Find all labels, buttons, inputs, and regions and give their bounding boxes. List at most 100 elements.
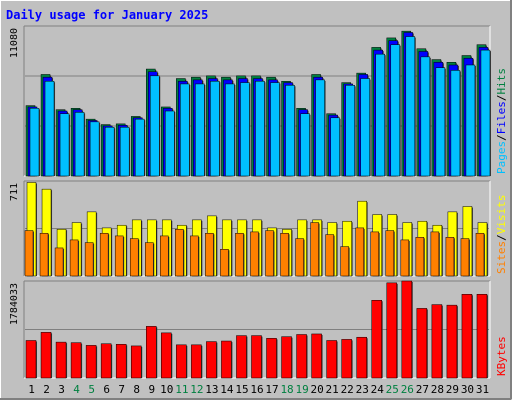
- bar-sites-day-16: [250, 231, 259, 277]
- bar-kbytes-day-20: [311, 333, 322, 379]
- x-tick-label-day-28: 28: [431, 383, 444, 396]
- bar-kbytes-day-17: [266, 338, 277, 379]
- x-tick-label-day-21: 21: [326, 383, 339, 396]
- bar-kbytes-day-2: [40, 332, 52, 379]
- x-tick-label-day-27: 27: [416, 383, 429, 396]
- x-tick-label-day-29: 29: [446, 383, 459, 396]
- x-tick-label-day-1: 1: [28, 383, 35, 396]
- bar-sites-day-13: [205, 232, 214, 277]
- legend-separator: /: [495, 234, 508, 241]
- bar-kbytes-day-11: [176, 344, 187, 379]
- bar-sites-day-4: [69, 239, 79, 277]
- bar-kbytes-day-21: [326, 340, 337, 379]
- bar-kbytes-day-22: [341, 339, 352, 379]
- x-tick-label-day-14: 14: [220, 383, 234, 396]
- bar-pages-day-29: [450, 70, 461, 177]
- bar-pages-day-27: [420, 56, 431, 177]
- bar-pages-day-7: [119, 127, 130, 177]
- bar-sites-day-20: [310, 222, 319, 277]
- bar-pages-day-23: [360, 78, 370, 177]
- bar-kbytes-day-13: [206, 341, 217, 379]
- bar-pages-day-10: [165, 110, 175, 177]
- bar-pages-day-11: [180, 83, 190, 177]
- bar-kbytes-day-15: [236, 335, 247, 379]
- bar-kbytes-day-26: [401, 280, 413, 379]
- bar-kbytes-day-4: [70, 342, 82, 379]
- bar-sites-day-17: [265, 230, 274, 277]
- x-tick-label-day-13: 13: [205, 383, 218, 396]
- x-tick-label-day-6: 6: [103, 383, 110, 396]
- bar-sites-day-24: [370, 231, 379, 277]
- x-tick-label-day-23: 23: [356, 383, 369, 396]
- bar-pages-day-12: [195, 83, 205, 177]
- bar-sites-day-23: [355, 227, 364, 277]
- bar-sites-day-21: [325, 234, 334, 277]
- bar-pages-day-17: [270, 82, 280, 177]
- bar-pages-day-25: [390, 44, 401, 177]
- x-tick-label-day-25: 25: [386, 383, 399, 396]
- bar-sites-day-27: [415, 237, 425, 277]
- legend-item-sites: Sites: [495, 241, 508, 274]
- bar-sites-day-25: [385, 230, 395, 277]
- bar-pages-day-31: [480, 49, 491, 177]
- bar-sites-day-9: [145, 242, 154, 277]
- bar-sites-day-28: [430, 231, 440, 277]
- bar-kbytes-day-19: [296, 334, 307, 379]
- bar-kbytes-day-14: [221, 340, 232, 379]
- bar-pages-day-20: [315, 79, 325, 177]
- bar-pages-day-28: [435, 67, 446, 177]
- x-tick-label-day-2: 2: [43, 383, 50, 396]
- legend-item-files: Files: [495, 101, 508, 134]
- bar-kbytes-day-5: [85, 345, 97, 379]
- bar-sites-day-22: [340, 246, 349, 277]
- x-tick-label-day-15: 15: [235, 383, 248, 396]
- bar-kbytes-day-8: [130, 345, 142, 379]
- bar-pages-day-26: [405, 36, 416, 177]
- bar-kbytes-day-25: [386, 282, 398, 379]
- bar-pages-day-18: [285, 85, 295, 177]
- bar-pages-day-22: [345, 85, 355, 177]
- bar-sites-day-5: [84, 242, 94, 277]
- bar-kbytes-day-27: [416, 308, 428, 379]
- bar-kbytes-day-28: [431, 304, 443, 379]
- bar-sites-day-14: [220, 249, 229, 277]
- legend-item-pages: Pages: [495, 141, 508, 174]
- bar-sites-day-31: [475, 232, 485, 277]
- x-tick-label-day-8: 8: [133, 383, 140, 396]
- bar-kbytes-day-1: [25, 340, 37, 379]
- bar-pages-day-21: [330, 117, 340, 177]
- bar-kbytes-day-6: [100, 343, 112, 379]
- legend-item-hits: Hits: [495, 68, 508, 95]
- bar-sites-day-26: [400, 239, 410, 277]
- x-tick-label-day-12: 12: [190, 383, 203, 396]
- legend-middle: Sites/Visits: [495, 195, 508, 275]
- bar-sites-day-8: [129, 238, 139, 277]
- bar-pages-day-8: [134, 118, 145, 177]
- x-tick-label-day-17: 17: [265, 383, 278, 396]
- bar-sites-day-1: [24, 230, 34, 277]
- x-tick-label-day-18: 18: [280, 383, 293, 396]
- legend-bottom: KBytes: [495, 336, 508, 376]
- x-tick-label-day-3: 3: [58, 383, 65, 396]
- x-tick-label-day-5: 5: [88, 383, 95, 396]
- bar-sites-day-10: [160, 235, 169, 277]
- bar-sites-day-3: [54, 247, 64, 277]
- bar-kbytes-day-10: [161, 332, 172, 379]
- bar-pages-day-16: [255, 80, 265, 177]
- bar-pages-day-24: [375, 53, 385, 177]
- legend-top: Pages/Files/Hits: [495, 68, 508, 174]
- bar-sites-day-7: [114, 235, 124, 277]
- bar-kbytes-day-29: [446, 304, 458, 379]
- x-tick-label-day-30: 30: [461, 383, 474, 396]
- bar-sites-day-19: [295, 238, 304, 277]
- legend-separator: /: [495, 95, 508, 102]
- x-tick-label-day-19: 19: [295, 383, 308, 396]
- bar-sites-day-29: [445, 237, 455, 277]
- x-tick-label-day-7: 7: [118, 383, 125, 396]
- bar-pages-day-9: [150, 75, 160, 177]
- x-tick-label-day-16: 16: [250, 383, 263, 396]
- legend-separator: /: [495, 134, 508, 141]
- bar-kbytes-day-18: [281, 336, 292, 379]
- bar-pages-day-5: [89, 121, 100, 177]
- bar-kbytes-day-12: [191, 344, 202, 379]
